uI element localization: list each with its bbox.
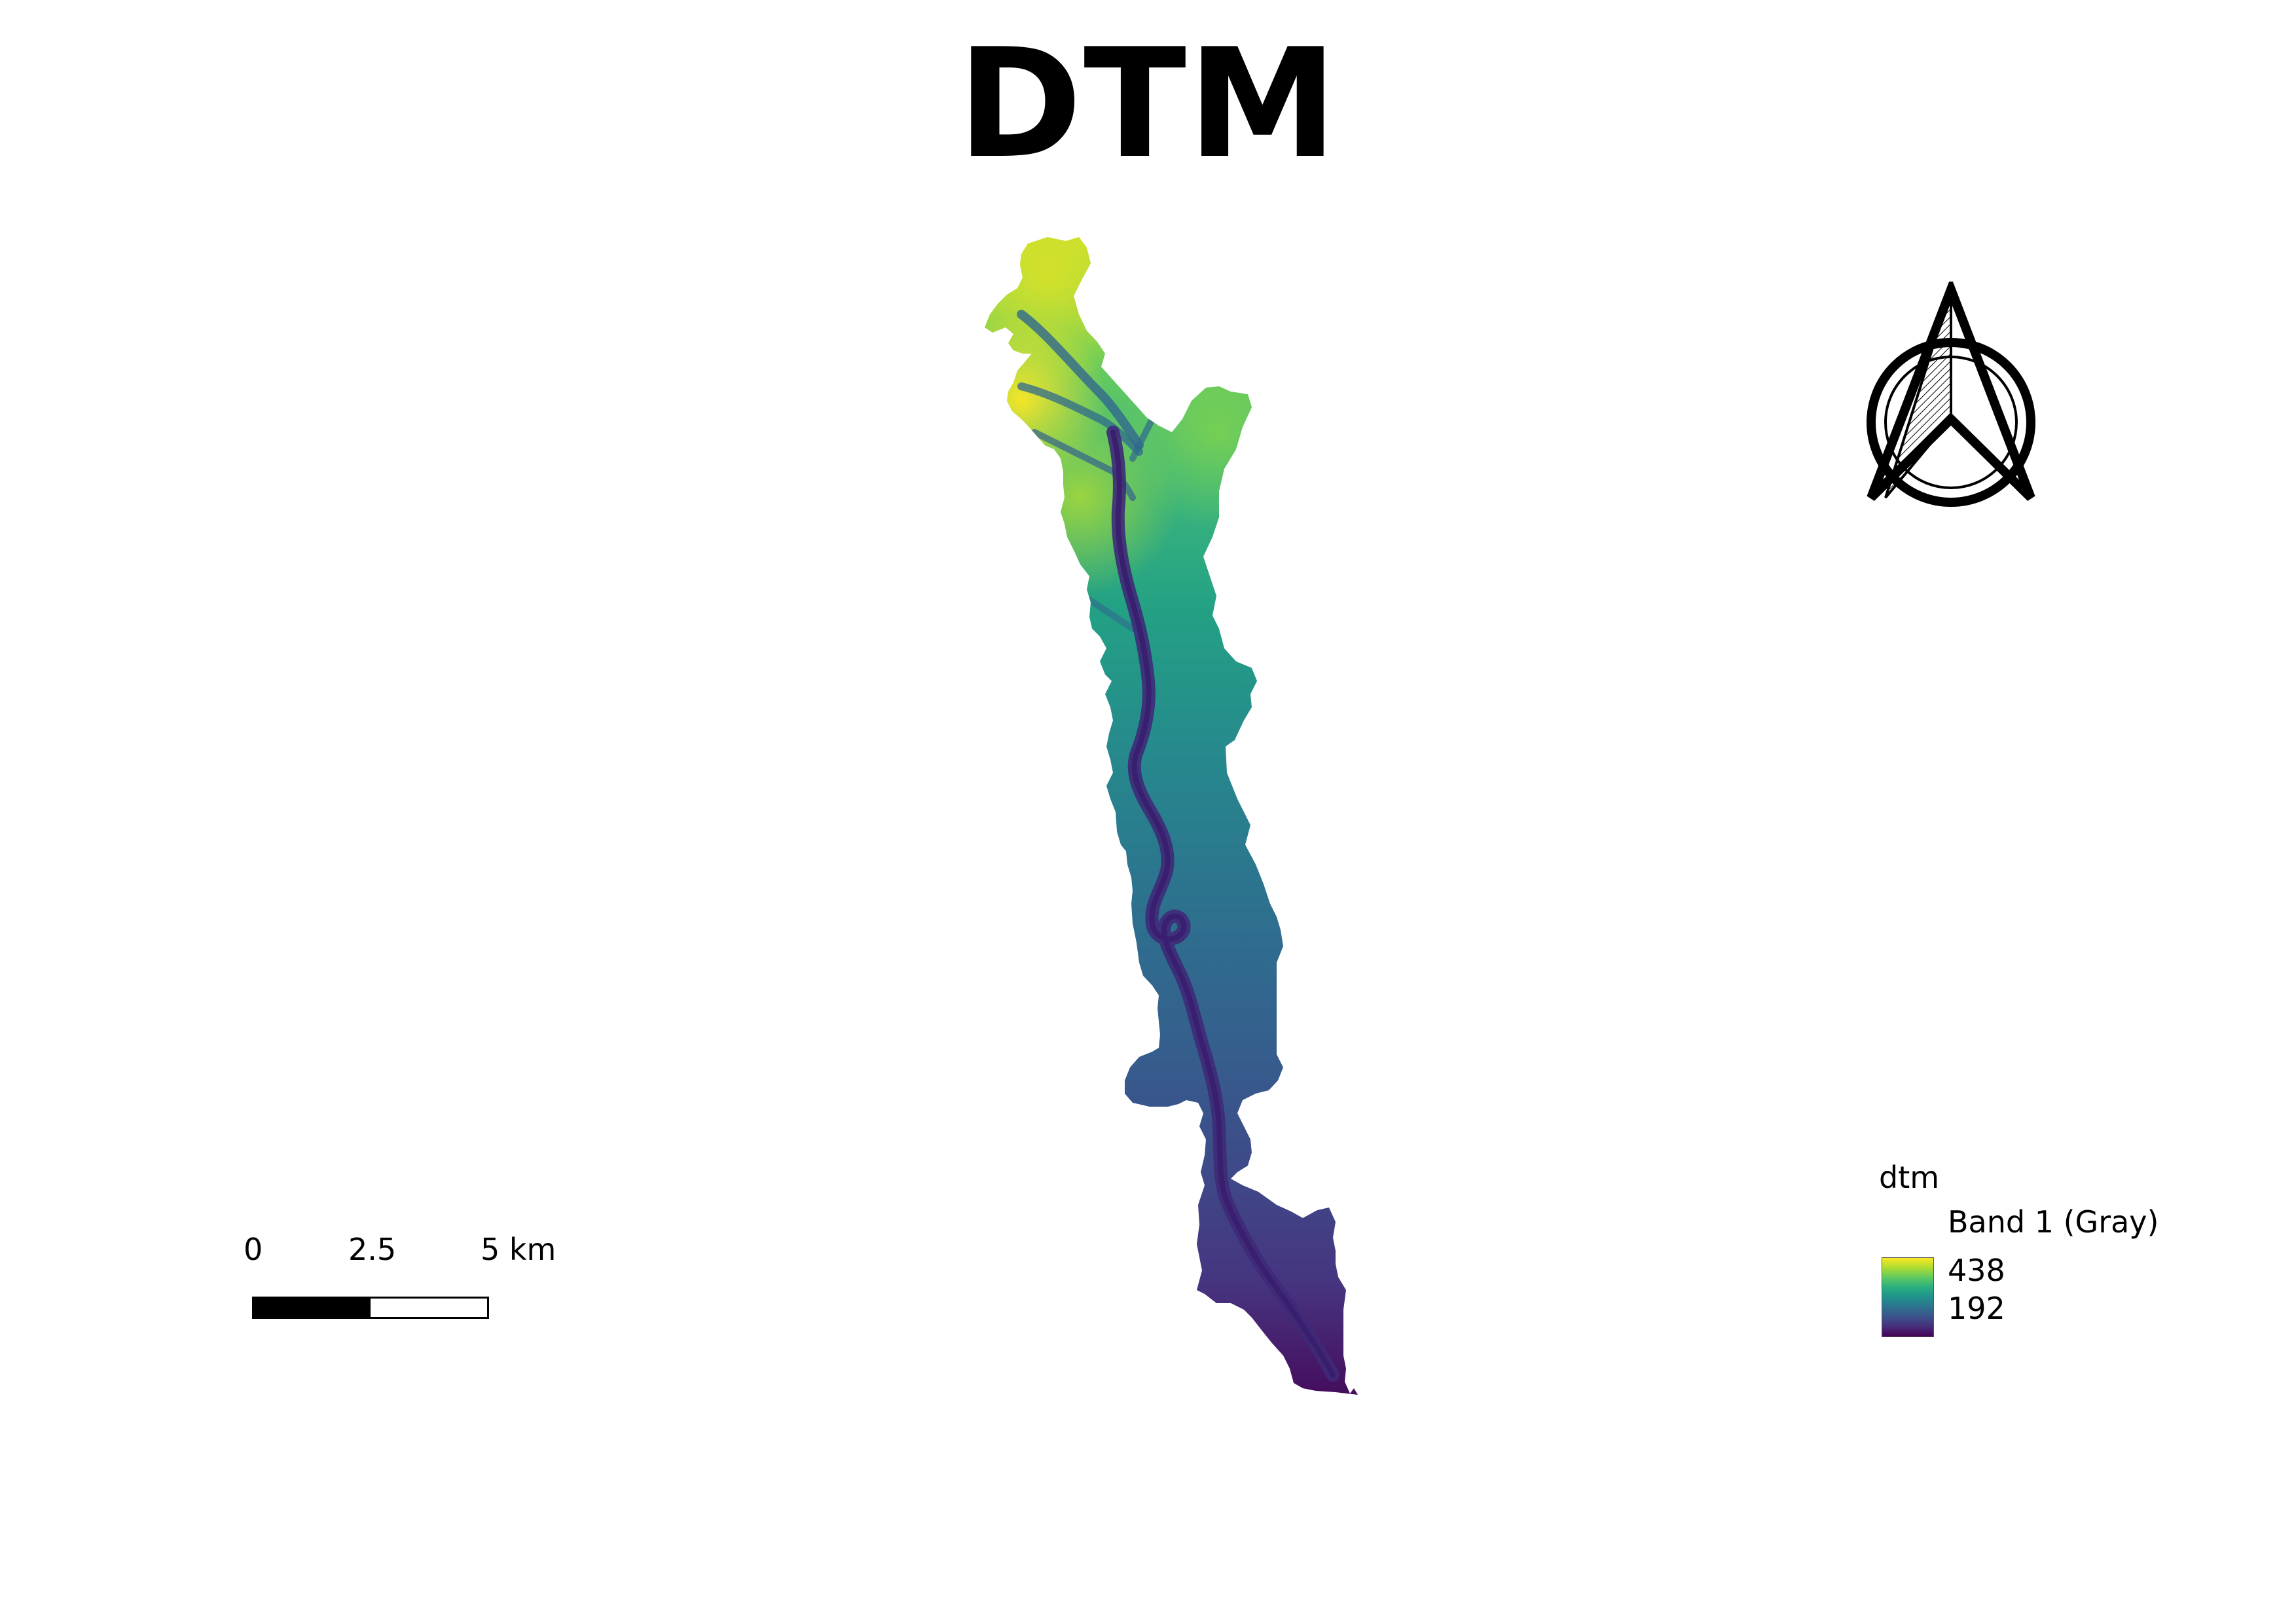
scale-label-0: 0 (244, 1232, 263, 1267)
legend: dtm Band 1 (Gray) 438 192 (1879, 1159, 2193, 1356)
legend-max-value: 438 (1948, 1253, 2005, 1288)
legend-layer-name: dtm (1879, 1160, 1940, 1195)
scale-label-5-km: 5 km (481, 1232, 556, 1267)
north-arrow-icon (1867, 282, 2035, 507)
legend-color-ramp (1882, 1257, 1934, 1337)
scale-bar: 0 2.5 5 km (223, 1231, 589, 1336)
legend-min-value: 192 (1948, 1291, 2005, 1326)
scale-label-2-5: 2.5 (348, 1232, 397, 1267)
scale-bar-filled-segment (254, 1299, 371, 1317)
map-title: DTM (957, 17, 1339, 192)
scale-bar-track (252, 1297, 489, 1319)
legend-band-label: Band 1 (Gray) (1948, 1204, 2159, 1240)
